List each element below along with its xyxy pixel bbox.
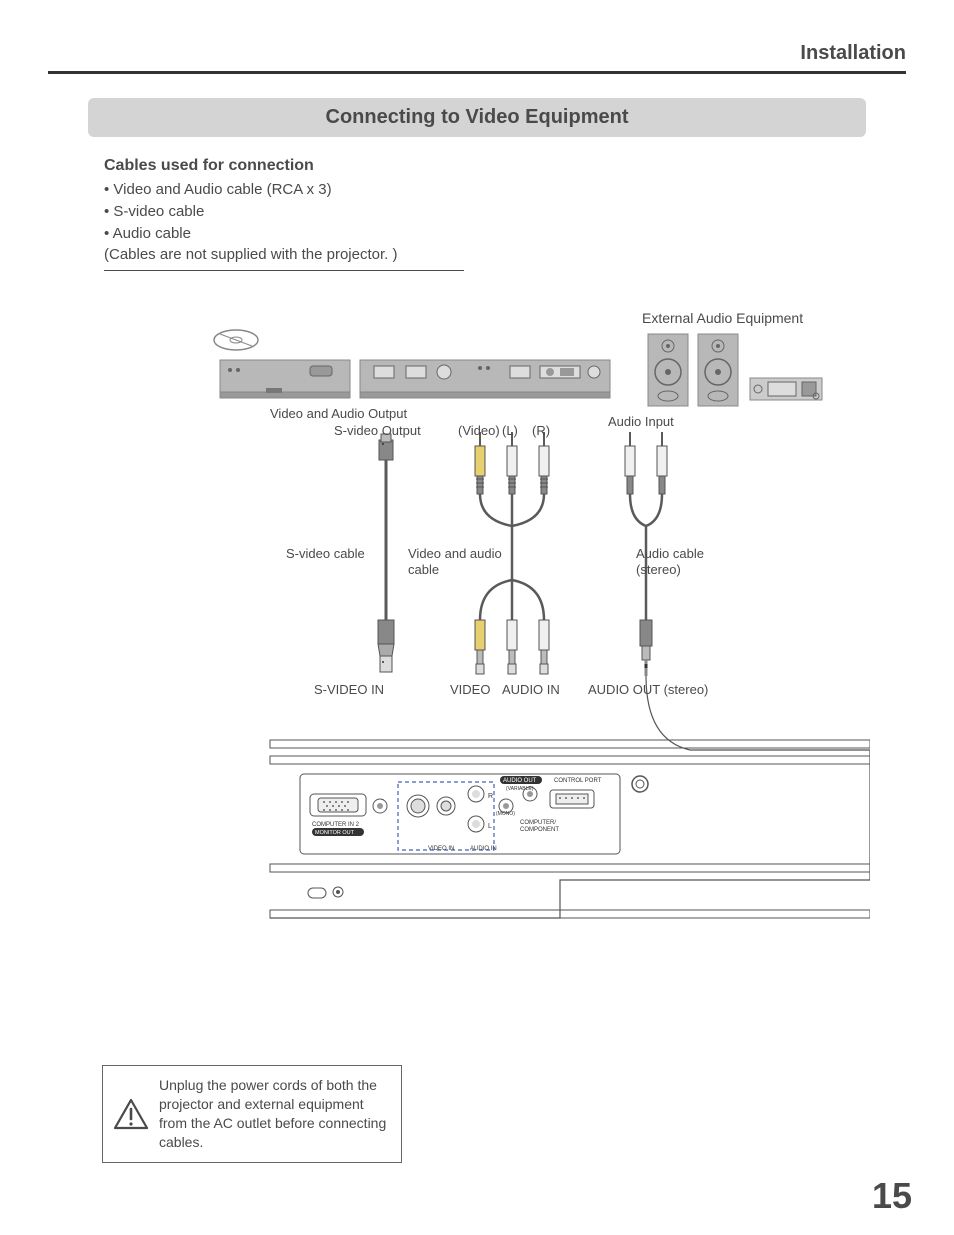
- video-port-label: VIDEO: [450, 682, 490, 697]
- svg-text:(VARIABLE): (VARIABLE): [506, 786, 534, 792]
- svideo-in-label: S-VIDEO IN: [314, 682, 384, 697]
- page-number: 15: [872, 1175, 912, 1217]
- svideo-cable-label: S-video cable: [286, 546, 365, 561]
- cable-note: (Cables are not supplied with the projec…: [104, 244, 464, 266]
- section-header: Installation: [48, 42, 906, 74]
- l-channel-label: (L): [502, 423, 518, 438]
- svg-text:VIDEO IN: VIDEO IN: [428, 846, 454, 852]
- audio-cable-label-1: Audio cable: [636, 546, 704, 561]
- svg-text:R: R: [488, 793, 493, 800]
- cables-list: • Video and Audio cable (RCA x 3) • S-vi…: [104, 179, 464, 271]
- r-channel-label: (R): [532, 423, 550, 438]
- page-title: Connecting to Video Equipment: [326, 106, 629, 128]
- svg-text:AUDIO OUT: AUDIO OUT: [503, 778, 537, 784]
- video-channel-label: (Video): [458, 423, 500, 438]
- svg-text:L: L: [488, 823, 492, 830]
- svg-text:COMPUTER/: COMPUTER/: [520, 820, 556, 826]
- section-title: Installation: [800, 42, 906, 64]
- audio-in-label: AUDIO IN: [502, 682, 560, 697]
- cables-section: Cables used for connection • Video and A…: [104, 157, 464, 271]
- connection-diagram: External Audio Equipment: [170, 320, 870, 970]
- audio-out-label: AUDIO OUT (stereo): [588, 682, 708, 697]
- cables-heading: Cables used for connection: [104, 157, 464, 175]
- cable-item: • Audio cable: [104, 223, 464, 245]
- svg-text:COMPUTER IN 2: COMPUTER IN 2: [312, 822, 360, 828]
- video-audio-cable-label-1: Video and audio: [408, 546, 502, 561]
- warning-box: Unplug the power cords of both the proje…: [102, 1065, 402, 1163]
- cable-item: • S-video cable: [104, 201, 464, 223]
- svg-text:MONITOR OUT: MONITOR OUT: [315, 830, 355, 836]
- svg-text:COMPONENT: COMPONENT: [520, 827, 559, 833]
- svideo-output-label: S-video Output: [334, 423, 421, 438]
- audio-cable-label-2: (stereo): [636, 562, 681, 577]
- audio-input-label: Audio Input: [608, 414, 674, 429]
- svg-text:(MONO): (MONO): [496, 811, 515, 817]
- warning-text: Unplug the power cords of both the proje…: [159, 1077, 386, 1150]
- video-audio-cable-label-2: cable: [408, 562, 439, 577]
- warning-icon: [113, 1098, 149, 1130]
- page-title-bar: Connecting to Video Equipment: [88, 98, 866, 137]
- svg-text:AUDIO IN: AUDIO IN: [470, 846, 497, 852]
- external-audio-label: External Audio Equipment: [642, 310, 803, 326]
- cable-item: • Video and Audio cable (RCA x 3): [104, 179, 464, 201]
- video-audio-output-label: Video and Audio Output: [270, 406, 407, 421]
- svg-text:CONTROL PORT: CONTROL PORT: [554, 778, 602, 784]
